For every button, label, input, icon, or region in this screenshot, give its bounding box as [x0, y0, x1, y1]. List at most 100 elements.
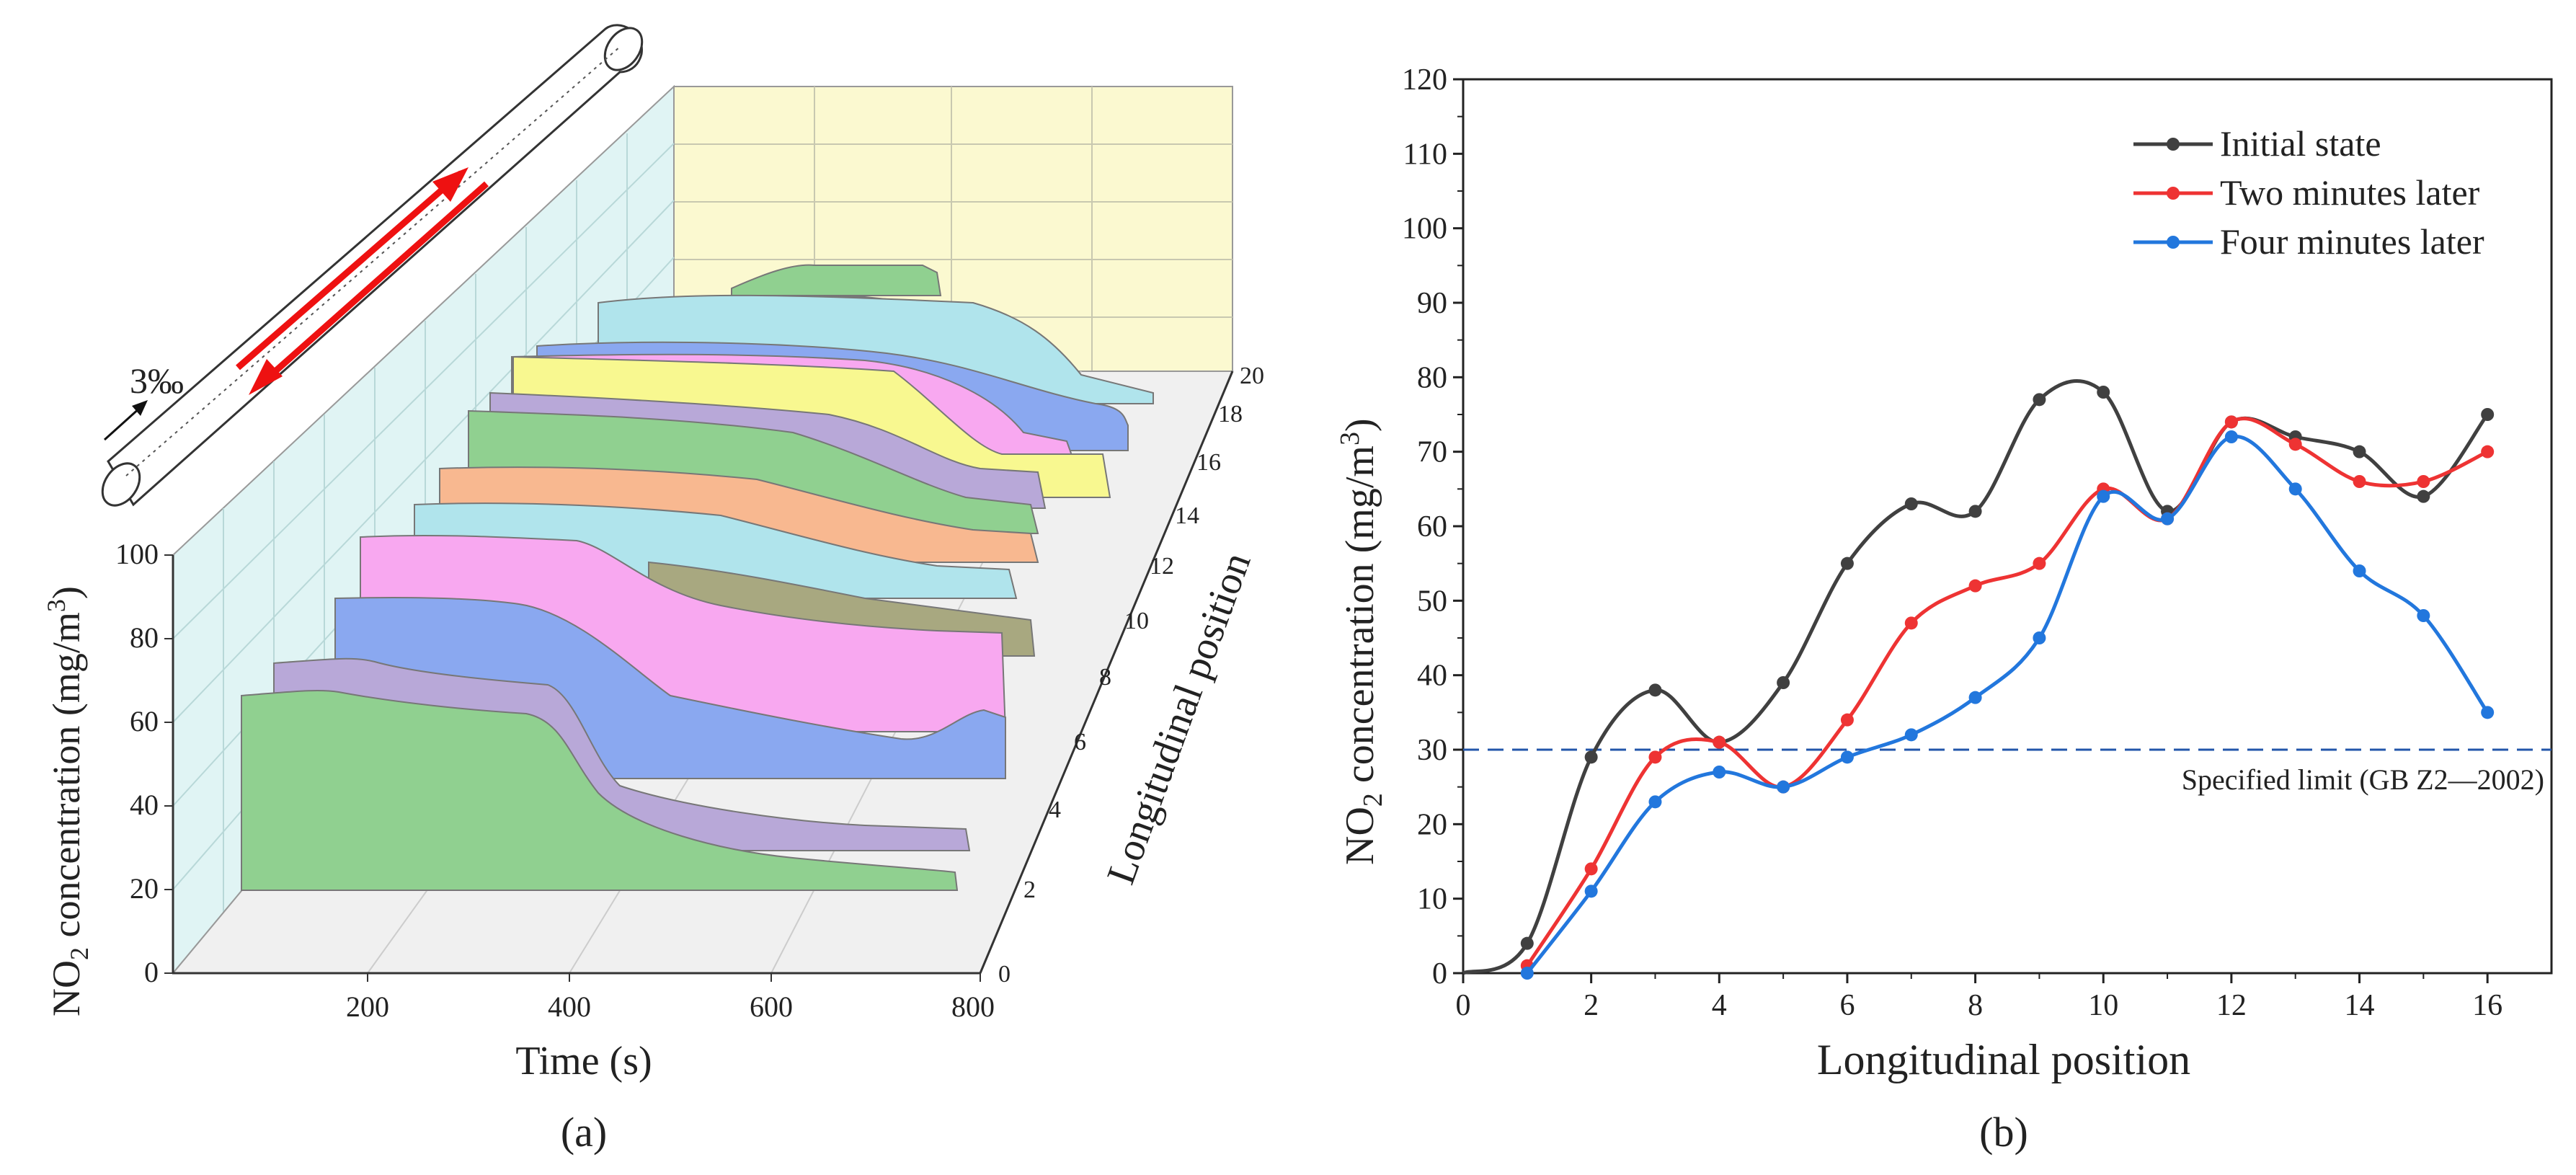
b-y-tick-label: 10 [1417, 883, 1447, 916]
b-x-tick-label: 8 [1968, 989, 1983, 1022]
b-y-tick-label: 100 [1402, 213, 1447, 246]
data-point [1777, 676, 1790, 689]
b-x-tick-label: 12 [2216, 989, 2247, 1022]
panel-a-3d-chart: 0 20 40 60 80 100 NO2 concentration (mg/… [42, 24, 1264, 1156]
reference-line-label: Specified limit (GB Z2—2002) [2182, 763, 2544, 796]
data-point [1904, 616, 1918, 630]
data-point [2224, 430, 2238, 443]
series-line [1525, 417, 2489, 967]
data-point [1584, 750, 1598, 764]
b-y-tick-label: 90 [1417, 287, 1447, 320]
b-y-axis-label: NO2 concentration (mg/m3) [1335, 418, 1388, 865]
a-y-ticks: 0 20 40 60 80 100 [115, 538, 159, 988]
data-point [1520, 967, 1534, 980]
data-point [2481, 445, 2495, 458]
b-x-tick-label: 6 [1839, 989, 1855, 1022]
b-x-ticks: 0 2 4 6 8 10 12 14 16 [1456, 973, 2502, 1022]
a-y-tick: 20 [130, 872, 159, 905]
data-point [1968, 579, 1982, 593]
a-y-tick: 80 [130, 621, 159, 654]
b-y-ticks: 0 10 20 30 40 50 60 70 80 90 100 110 120 [1402, 63, 1463, 990]
b-y-tick-label: 30 [1417, 734, 1447, 767]
ribbon-green-front [241, 689, 959, 891]
b-y-tick-label: 80 [1417, 361, 1447, 394]
b-x-tick-label: 4 [1712, 989, 1727, 1022]
data-point [1648, 750, 1662, 764]
data-point [1904, 728, 1918, 742]
data-point [1584, 884, 1598, 898]
b-y-tick-label: 0 [1432, 957, 1447, 990]
data-point [2033, 393, 2046, 407]
ribbon-20 [731, 264, 942, 296]
data-point [1648, 683, 1662, 697]
legend-label: Two minutes later [2220, 172, 2480, 213]
panel-b-label: (b) [1979, 1109, 2028, 1156]
series-group [1462, 379, 2495, 980]
b-x-tick-label: 16 [2472, 989, 2502, 1022]
data-point [2161, 512, 2175, 526]
a-z-tick: 4 [1049, 797, 1061, 823]
legend-label: Four minutes later [2220, 221, 2484, 262]
a-z-tick: 6 [1074, 729, 1086, 755]
legend-marker [2167, 236, 2180, 249]
data-point [1968, 691, 1982, 704]
legend-marker [2167, 187, 2180, 200]
data-point [1840, 557, 1854, 570]
a-z-tick: 14 [1175, 502, 1199, 529]
data-point [1777, 780, 1790, 794]
a-y-tick: 0 [144, 956, 159, 988]
data-point [2033, 631, 2046, 644]
a-z-tick: 10 [1124, 608, 1149, 634]
data-point [2481, 408, 2495, 421]
legend: Initial state Two minutes later Four minut… [2133, 123, 2484, 262]
a-x-tick: 400 [548, 990, 591, 1023]
data-point [2481, 706, 2495, 719]
a-y-axis-label: NO2 concentration (mg/m3) [42, 586, 94, 1016]
data-point [2224, 415, 2238, 429]
data-point [1904, 497, 1918, 510]
ribbon-layer [241, 264, 1154, 891]
a-z-tick: 16 [1196, 449, 1221, 476]
b-y-tick-label: 120 [1402, 63, 1447, 97]
b-x-tick-label: 14 [2345, 989, 2375, 1022]
a-y-tick: 60 [130, 705, 159, 737]
data-point [2288, 438, 2302, 451]
data-point [2417, 475, 2430, 488]
data-point [2417, 609, 2430, 622]
data-point [1648, 795, 1662, 809]
a-x-tick: 600 [750, 990, 793, 1023]
tunnel-pipe-illustration: 3‰ [101, 24, 644, 507]
data-point [1840, 750, 1854, 764]
a-z-ticks: 0 2 4 6 8 10 12 14 16 18 20 [998, 363, 1264, 988]
slope-label: 3‰ [130, 360, 184, 401]
a-y-tick: 100 [115, 538, 159, 570]
a-z-tick: 0 [998, 961, 1011, 988]
data-point [2353, 564, 2366, 577]
data-point [1584, 862, 1598, 876]
b-x-tick-label: 10 [2088, 989, 2118, 1022]
a-z-tick: 18 [1218, 401, 1243, 427]
data-point [1968, 505, 1982, 518]
a-z-tick: 20 [1240, 363, 1264, 389]
data-point [2097, 489, 2110, 503]
a-x-tick: 800 [951, 990, 995, 1023]
b-y-tick-label: 110 [1403, 138, 1447, 171]
b-x-tick-label: 0 [1456, 989, 1471, 1022]
a-x-axis-label: Time (s) [515, 1039, 652, 1083]
a-z-tick: 2 [1023, 877, 1036, 903]
b-y-tick-label: 40 [1417, 660, 1447, 693]
data-point [2353, 475, 2366, 488]
data-point [2417, 489, 2430, 503]
b-y-tick-label: 60 [1417, 510, 1447, 544]
reference-line-group: Specified limit (GB Z2—2002) [1463, 748, 2551, 796]
a-x-ticks: 200 400 600 800 [346, 990, 995, 1023]
data-point [2288, 482, 2302, 496]
a-x-tick: 200 [346, 990, 389, 1023]
data-point [1520, 936, 1534, 950]
data-point [2033, 557, 2046, 570]
a-z-tick: 12 [1150, 553, 1174, 580]
panel-a-label: (a) [561, 1109, 607, 1156]
legend-label: Initial state [2220, 123, 2381, 164]
b-x-axis-label: Longitudinal position [1817, 1036, 2190, 1083]
